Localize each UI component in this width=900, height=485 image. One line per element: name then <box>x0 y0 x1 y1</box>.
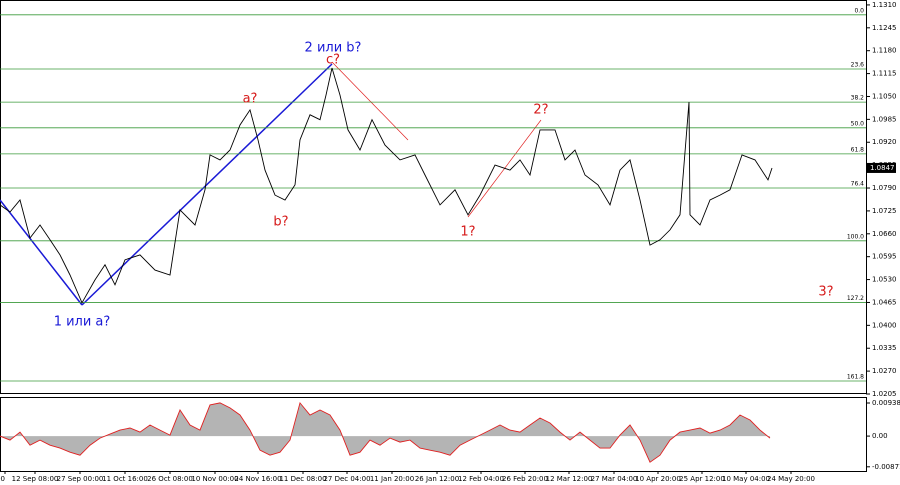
x-tick-label: 11 Jan 20:00 <box>370 475 414 483</box>
fib-label: 61.8 <box>851 146 865 153</box>
wave-line <box>331 61 409 141</box>
x-tick-label: 10 Nov 00:00 <box>191 475 238 483</box>
y-tick-label: 1.1310 <box>872 1 897 9</box>
y-tick-label: 1.0530 <box>872 276 897 284</box>
wave-label: b? <box>273 215 288 230</box>
x-tick-label: 27 Mar 04:00 <box>591 475 638 483</box>
y-tick-label: 1.0920 <box>872 138 897 146</box>
y-tick-label: 1.0400 <box>872 321 897 329</box>
oscillator-area <box>0 402 770 463</box>
wave-label: 2 или b? <box>305 41 362 56</box>
fib-label: 100.0 <box>847 233 864 240</box>
x-tick-label: 12 Feb 04:00 <box>458 475 504 483</box>
x-tick-label: 12 Mar 12:00 <box>546 475 593 483</box>
fib-label: 38.2 <box>851 95 865 102</box>
y-tick-label: 1.1115 <box>872 70 897 78</box>
wave-label: a? <box>243 92 258 107</box>
x-tick-label: 26 Oct 08:00 <box>147 475 193 483</box>
fib-label: 50.0 <box>851 120 865 127</box>
x-tick-label: 6:00 <box>0 475 5 483</box>
wave-label: 2? <box>533 103 548 118</box>
x-tick-label: 25 Apr 12:00 <box>679 475 725 483</box>
x-tick-label: 26 Jan 12:00 <box>415 475 459 483</box>
x-tick-label: 24 May 20:00 <box>767 475 815 483</box>
fib-label: 23.6 <box>851 62 865 69</box>
x-tick-label: 26 Feb 20:00 <box>502 475 548 483</box>
x-tick-label: 27 Dec 04:00 <box>323 475 370 483</box>
last-price: 1.0847 <box>870 164 895 172</box>
y-tick-label: 1.0660 <box>872 230 897 238</box>
price-line <box>0 67 773 304</box>
wave-label: 1 или a? <box>54 315 111 330</box>
y-tick-label: 1.1050 <box>872 92 897 100</box>
price-panel <box>0 0 867 394</box>
y-tick-label: 1.0270 <box>872 367 897 375</box>
y-tick-label: 1.0205 <box>872 390 897 398</box>
x-tick-label: 10 Apr 20:00 <box>635 475 681 483</box>
x-tick-label: 10 May 04:00 <box>722 475 770 483</box>
y-tick-label: 1.0335 <box>872 344 897 352</box>
x-tick-label: 12 Sep 08:00 <box>12 475 59 483</box>
fib-label: 0.0 <box>854 7 864 14</box>
wave-label: c? <box>326 53 340 68</box>
y-tick-label: 1.0595 <box>872 253 897 261</box>
fib-label: 76.4 <box>851 181 865 188</box>
x-tick-label: 24 Nov 16:00 <box>234 475 281 483</box>
y-tick-label: 1.0985 <box>872 115 897 123</box>
wave-label: 3? <box>818 285 833 300</box>
y-tick-label: 1.1245 <box>872 24 897 32</box>
x-tick-label: 11 Oct 16:00 <box>102 475 148 483</box>
wave-label: 1? <box>460 225 475 240</box>
y-tick-label: 1.0790 <box>872 184 897 192</box>
wave-line <box>0 199 83 306</box>
wave-line <box>81 63 333 306</box>
x-tick-label: 27 Sep 00:00 <box>57 475 104 483</box>
oscillator-panel <box>0 397 867 472</box>
x-tick-label: 11 Dec 08:00 <box>279 475 326 483</box>
last-price-box <box>866 162 896 173</box>
y-tick-label: 0.00938 <box>872 399 900 407</box>
oscillator-line <box>0 401 771 463</box>
fib-label: 127.2 <box>847 295 864 302</box>
fib-label: 161.8 <box>847 373 864 380</box>
y-tick-label: 0.00 <box>872 432 888 440</box>
y-tick-label: 1.1180 <box>872 47 897 55</box>
y-tick-label: 1.0725 <box>872 207 897 215</box>
y-tick-label: -0.00871 <box>872 463 900 471</box>
y-tick-label: 1.0465 <box>872 298 897 306</box>
